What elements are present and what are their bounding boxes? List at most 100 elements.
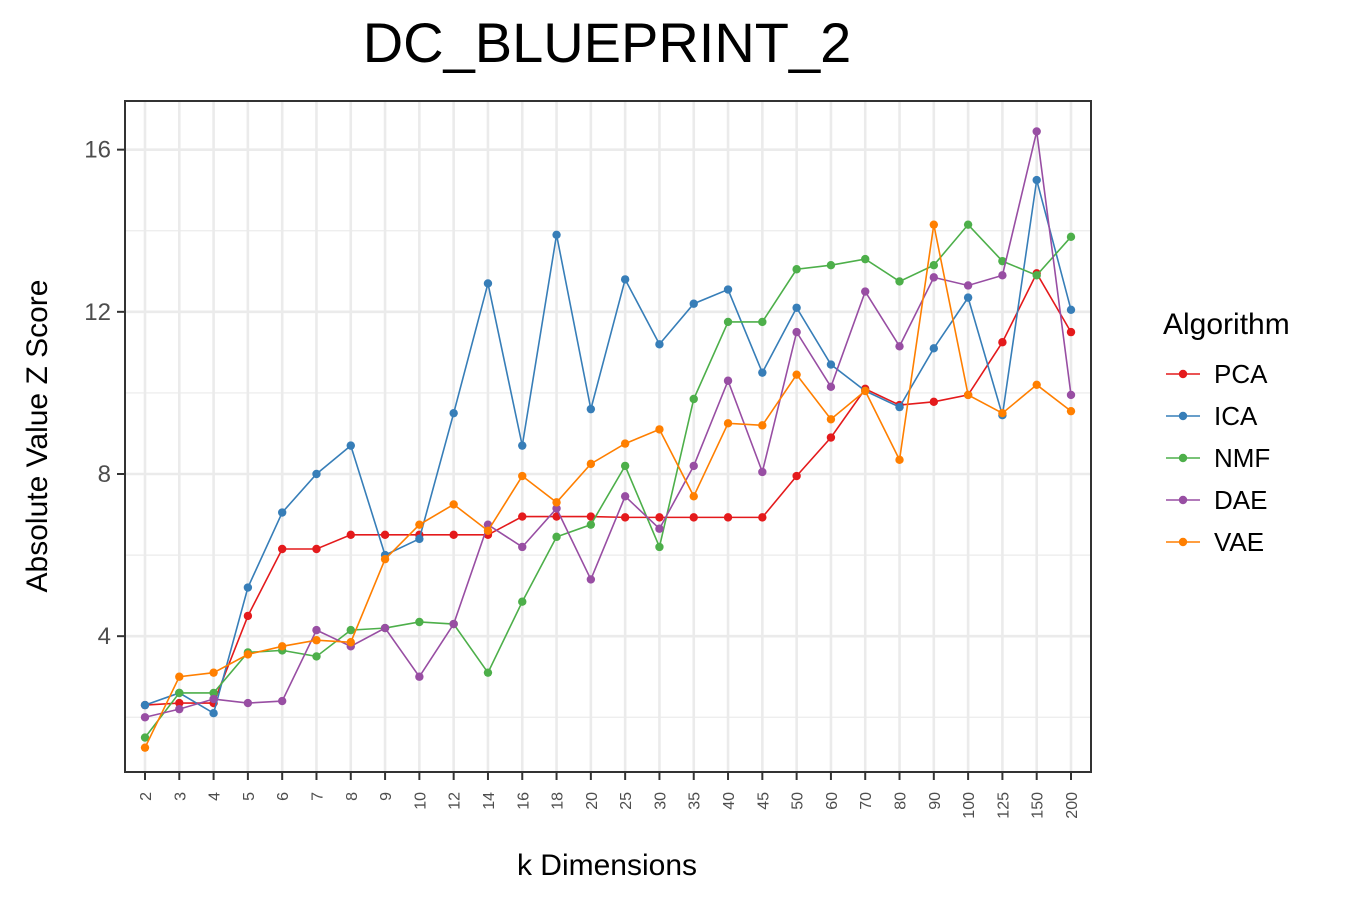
data-point: [312, 544, 321, 554]
data-point: [1032, 380, 1041, 390]
data-point: [895, 455, 904, 465]
data-point: [346, 638, 355, 647]
data-point: [209, 709, 218, 718]
data-point: [552, 532, 561, 542]
data-point: [723, 419, 733, 428]
data-point: [312, 625, 321, 635]
data-point: [655, 524, 664, 533]
x-tick-label: 20: [584, 792, 601, 810]
data-point: [689, 299, 698, 308]
plot-panel-border: [124, 100, 1092, 773]
y-tick-label: 12: [84, 299, 111, 326]
data-point: [552, 498, 561, 507]
data-point: [346, 441, 355, 450]
legend-key-point: [1178, 495, 1188, 505]
y-tick-label: 4: [98, 623, 111, 650]
data-point: [620, 439, 630, 448]
legend-label: ICA: [1214, 401, 1258, 431]
data-point: [792, 327, 801, 337]
data-point: [175, 688, 184, 698]
y-tick-label: 8: [98, 461, 111, 488]
data-point: [1032, 127, 1041, 136]
legend-key-point: [1178, 453, 1188, 463]
data-point: [1066, 406, 1076, 416]
legend-label: NMF: [1214, 443, 1270, 473]
y-tick-label: 16: [84, 137, 111, 164]
data-point: [689, 513, 698, 522]
data-point: [929, 273, 939, 282]
series-line: [144, 179, 1072, 715]
x-tick-label: 60: [824, 792, 841, 810]
data-point: [758, 513, 767, 522]
x-tick-label: 16: [515, 792, 532, 810]
data-point: [758, 467, 767, 477]
chart-title: DC_BLUEPRINT_2: [363, 11, 852, 74]
data-point: [792, 265, 801, 274]
data-point: [449, 500, 458, 509]
data-point: [586, 404, 596, 414]
data-point: [723, 285, 733, 294]
legend-item-vae: VAE: [1166, 527, 1264, 557]
data-point: [243, 650, 253, 659]
data-point: [1066, 327, 1076, 337]
legend-key-point: [1178, 369, 1188, 379]
data-point: [312, 469, 321, 479]
data-point: [1032, 271, 1041, 280]
x-tick-label: 150: [1030, 792, 1047, 819]
data-point: [415, 534, 424, 544]
x-tick-label: 8: [344, 792, 361, 801]
x-tick-label: 3: [172, 792, 189, 801]
x-tick-label: 14: [481, 792, 498, 810]
data-point: [723, 317, 733, 327]
data-point: [415, 617, 424, 627]
data-point: [140, 733, 150, 742]
data-point: [963, 281, 973, 290]
data-point: [620, 492, 630, 501]
data-point: [620, 275, 630, 284]
x-tick-label: 35: [687, 792, 704, 810]
data-point: [277, 544, 287, 554]
x-tick-label: 18: [550, 792, 567, 810]
legend-item-dae: DAE: [1166, 485, 1267, 515]
data-point: [998, 271, 1007, 280]
data-point: [449, 530, 458, 540]
data-point: [861, 254, 870, 264]
data-point: [277, 508, 287, 517]
data-point: [483, 526, 493, 535]
legend-label: PCA: [1214, 359, 1268, 389]
data-point: [826, 360, 836, 369]
data-point: [620, 513, 630, 522]
data-point: [518, 542, 527, 552]
legend-title: Algorithm: [1163, 308, 1290, 341]
x-tick-label: 5: [241, 792, 258, 801]
legend-label: VAE: [1214, 527, 1264, 557]
data-point: [963, 220, 973, 229]
data-point: [963, 390, 973, 400]
plot-series: [140, 127, 1076, 752]
legend: Algorithm PCA ICA NMF DAE VAE: [1163, 308, 1290, 557]
series-ica: [140, 175, 1076, 718]
x-tick-label: 40: [721, 792, 738, 810]
data-point: [209, 668, 218, 677]
legend-item-nmf: NMF: [1166, 443, 1270, 473]
y-axis-title: Absolute Value Z Score: [21, 280, 54, 593]
data-point: [415, 672, 424, 681]
data-point: [929, 220, 939, 229]
legend-key-point: [1178, 411, 1188, 421]
data-point: [655, 542, 664, 552]
data-point: [861, 386, 870, 396]
data-point: [243, 583, 253, 592]
x-tick-label: 10: [412, 792, 429, 810]
data-point: [929, 397, 939, 407]
series-line: [144, 224, 1072, 749]
x-tick-label: 100: [961, 792, 978, 819]
x-tick-label: 25: [618, 792, 635, 810]
data-point: [1032, 175, 1041, 185]
data-point: [209, 688, 218, 698]
data-point: [346, 625, 355, 635]
data-point: [140, 743, 150, 752]
data-point: [895, 342, 904, 351]
data-point: [895, 277, 904, 286]
